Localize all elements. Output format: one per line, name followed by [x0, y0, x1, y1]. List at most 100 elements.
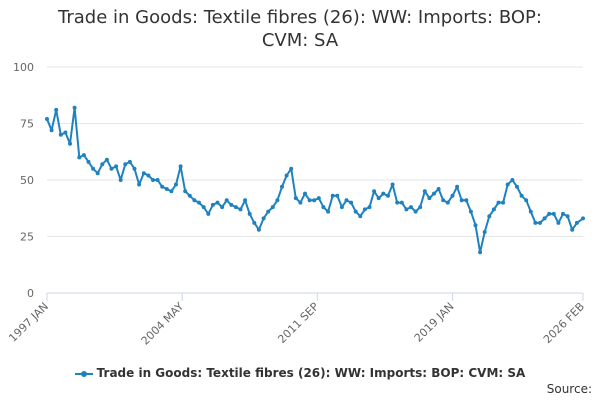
data-point	[86, 159, 91, 164]
data-point	[321, 205, 326, 210]
data-point	[81, 153, 86, 158]
data-point	[565, 214, 570, 219]
data-point	[95, 171, 100, 176]
data-point	[224, 198, 229, 203]
data-point	[358, 214, 363, 219]
data-point	[519, 193, 524, 198]
legend-series-marker	[74, 370, 93, 378]
data-point	[450, 193, 455, 198]
data-point	[151, 178, 155, 182]
data-point	[581, 216, 585, 221]
data-point	[542, 216, 547, 221]
data-point	[54, 107, 59, 112]
data-point	[49, 128, 54, 133]
data-point	[72, 105, 77, 110]
data-point	[206, 211, 211, 216]
data-point	[141, 171, 146, 176]
data-point	[515, 184, 519, 189]
data-point	[270, 205, 275, 210]
data-point	[561, 211, 565, 216]
data-point	[473, 223, 478, 228]
data-point	[298, 200, 303, 205]
chart-title-line-2: CVM: SA	[261, 30, 339, 51]
x-tick-label: 1997 JAN	[6, 300, 51, 345]
data-point	[303, 191, 307, 196]
data-point	[280, 184, 284, 189]
data-point	[376, 196, 381, 201]
series-layer	[45, 105, 585, 255]
data-point	[174, 182, 178, 187]
y-tick-label: 100	[13, 61, 34, 74]
data-point	[210, 202, 215, 207]
legend[interactable]: Trade in Goods: Textile fibres (26): WW:…	[0, 366, 600, 380]
gridlines	[47, 66, 583, 294]
data-point	[307, 198, 312, 203]
data-point	[104, 157, 109, 162]
data-point	[187, 193, 192, 198]
data-point	[197, 200, 201, 205]
data-point	[137, 182, 142, 187]
data-point	[455, 184, 460, 189]
x-tick-label: 2004 MAY	[139, 300, 187, 348]
data-point	[459, 198, 464, 203]
y-tick-label: 75	[20, 118, 34, 131]
data-point	[524, 198, 529, 203]
data-point	[528, 209, 533, 214]
data-point	[146, 173, 151, 178]
data-point	[432, 191, 436, 196]
data-point	[169, 189, 174, 194]
data-point	[275, 198, 280, 203]
y-tick-label: 0	[27, 287, 34, 300]
data-point	[109, 166, 114, 171]
data-point	[164, 187, 169, 191]
chart-title-line-1: Trade in Goods: Textile fibres (26): WW:…	[58, 7, 542, 28]
data-point	[123, 162, 128, 167]
data-point	[132, 166, 137, 171]
data-point	[192, 198, 197, 203]
data-point	[441, 198, 446, 203]
data-point	[58, 132, 63, 137]
x-tick-label: 2019 JAN	[412, 300, 457, 345]
data-point	[547, 211, 552, 216]
x-axis	[46, 292, 584, 301]
data-point	[45, 117, 49, 121]
data-point	[183, 189, 188, 194]
data-point	[289, 166, 294, 171]
data-point	[372, 189, 377, 194]
data-point	[533, 220, 538, 225]
source-label: Source:	[546, 382, 592, 396]
data-point	[395, 200, 400, 205]
data-point	[436, 187, 441, 191]
data-point	[501, 200, 506, 205]
data-point	[551, 211, 556, 216]
data-point	[312, 198, 317, 203]
data-point	[229, 202, 234, 207]
data-point	[510, 178, 515, 182]
y-axis-tick-labels: 0 25 50 75 100	[13, 61, 34, 300]
data-point	[445, 200, 450, 205]
data-point	[220, 205, 225, 210]
data-point	[247, 211, 252, 216]
chart-title: Trade in Goods: Textile fibres (26): WW:…	[0, 6, 600, 52]
data-point	[362, 207, 367, 212]
data-point	[266, 209, 271, 214]
data-point	[201, 205, 206, 210]
data-point	[178, 164, 183, 169]
data-point	[399, 200, 404, 205]
data-point	[367, 205, 372, 210]
data-point	[284, 173, 289, 178]
data-point	[160, 184, 165, 189]
data-point	[496, 200, 501, 205]
data-point	[487, 214, 492, 219]
data-point	[326, 209, 331, 214]
data-point	[570, 227, 575, 232]
data-point	[491, 207, 496, 212]
data-point	[293, 196, 298, 201]
data-point	[422, 189, 427, 194]
data-point	[339, 205, 344, 210]
data-point	[77, 155, 82, 160]
data-point	[381, 191, 386, 196]
data-point	[91, 166, 96, 171]
data-point	[482, 230, 487, 234]
data-point	[256, 227, 261, 232]
